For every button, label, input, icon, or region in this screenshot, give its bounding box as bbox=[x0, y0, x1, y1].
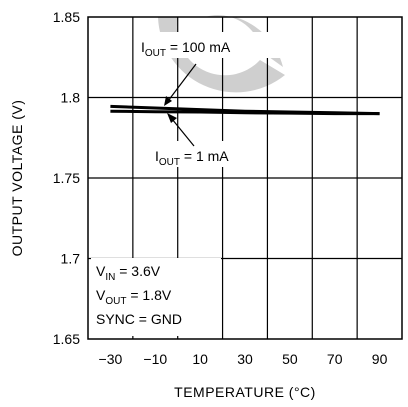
grid bbox=[88, 17, 402, 339]
x-tick-label: 70 bbox=[327, 351, 343, 367]
x-tick-label: 50 bbox=[282, 351, 298, 367]
conditions-legend: VIN = 3.6V VOUT = 1.8V SYNC = GND bbox=[96, 263, 182, 327]
x-axis-title: TEMPERATURE (°C) bbox=[174, 384, 316, 400]
series-layer bbox=[110, 104, 380, 116]
y-tick-label: 1.8 bbox=[61, 90, 81, 106]
x-tick-label: −30 bbox=[99, 351, 123, 367]
x-tick-label: 30 bbox=[237, 351, 253, 367]
plot-frame bbox=[87, 16, 403, 340]
anno-iout-100: IOUT = 100 mA bbox=[141, 39, 231, 59]
watermark-ring bbox=[158, 17, 285, 93]
condition-line: VIN = 3.6V bbox=[96, 263, 161, 283]
y-axis-title: OUTPUT VOLTAGE (V) bbox=[9, 100, 25, 257]
anno-100-arrow-line bbox=[167, 63, 197, 102]
y-tick-label: 1.85 bbox=[53, 9, 80, 25]
condition-line: VOUT = 1.8V bbox=[96, 287, 172, 307]
anno-1-arrow-line bbox=[171, 118, 195, 147]
condition-line: SYNC = GND bbox=[96, 311, 182, 327]
x-tick-label: 10 bbox=[192, 351, 208, 367]
anno-iout-1: IOUT = 1 mA bbox=[155, 148, 229, 168]
x-tick-labels: −30 −10 10 30 50 70 90 bbox=[99, 351, 388, 367]
x-tick-label: −10 bbox=[143, 351, 167, 367]
anno-100-bg bbox=[137, 32, 282, 58]
y-tick-label: 1.75 bbox=[53, 170, 80, 186]
conditions-bg bbox=[91, 258, 221, 336]
series-line-1ma bbox=[110, 109, 380, 116]
y-tick-label: 1.7 bbox=[61, 251, 81, 267]
anno-100-arrow-head bbox=[164, 96, 172, 106]
x-tick-label: 90 bbox=[372, 351, 388, 367]
anno-1-bg bbox=[151, 141, 263, 167]
y-tick-label: 1.65 bbox=[53, 331, 80, 347]
anno-1-arrow-head bbox=[167, 113, 177, 123]
y-tick-labels: 1.65 1.7 1.75 1.8 1.85 bbox=[53, 9, 80, 347]
